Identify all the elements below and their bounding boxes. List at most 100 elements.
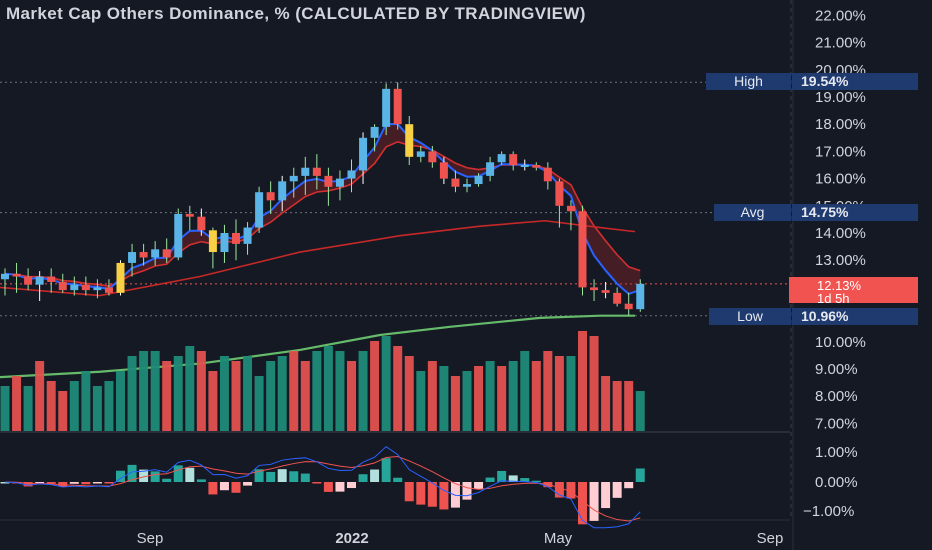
macd-histogram-bar (162, 478, 172, 482)
volume-bar (185, 346, 195, 431)
candle-body (566, 205, 575, 212)
volume-bar (474, 366, 484, 431)
volume-bar (497, 366, 507, 431)
volume-bar (23, 386, 33, 431)
low-flag-value: 10.96% (792, 308, 918, 325)
candle-body (139, 252, 148, 258)
volume-bar (243, 356, 253, 431)
candle-body (463, 184, 471, 187)
macd-histogram-bar (624, 482, 634, 489)
time-axis-label: Sep (757, 530, 784, 547)
candle-body (47, 276, 56, 282)
macd-histogram-bar (462, 482, 472, 500)
price-tick-label: 16.00% (815, 171, 866, 188)
price-tick-label: 22.00% (815, 7, 866, 24)
price-tick-label: 8.00% (815, 388, 858, 405)
volume-bar (624, 381, 634, 431)
volume-bar (404, 356, 414, 431)
candle-body (451, 178, 460, 187)
candle-body (601, 290, 610, 293)
candle-body (151, 249, 160, 258)
price-tick-label: 18.00% (815, 116, 866, 133)
volume-bar (127, 356, 137, 431)
volume-bar (589, 336, 599, 431)
candle-body (636, 283, 645, 310)
macd-histogram-bar (92, 482, 102, 484)
volume-bar (393, 346, 403, 431)
volume-bar (219, 356, 229, 431)
volume-bar (35, 361, 45, 431)
volume-bar (139, 351, 149, 431)
candle-body (416, 151, 425, 157)
macd-histogram-bar (485, 477, 495, 482)
volume-bar (46, 381, 56, 431)
candle-body (243, 227, 252, 244)
macd-histogram-bar (427, 482, 437, 507)
volume-bar (335, 351, 345, 431)
candle-body (232, 233, 240, 244)
volume-bar (439, 366, 449, 431)
macd-histogram-bar (635, 468, 645, 482)
candle-body (624, 303, 633, 310)
indicator-tick-label: 1.00% (815, 444, 858, 461)
high-flag-value: 19.54% (792, 73, 918, 90)
price-tick-label: 10.00% (815, 334, 866, 351)
candle-body (93, 287, 102, 291)
candle-body (278, 181, 287, 201)
candle-body (70, 284, 79, 291)
macd-histogram-bar (173, 465, 183, 482)
macd-histogram-bar (404, 482, 414, 502)
macd-histogram-bar (566, 482, 576, 499)
bar-countdown: 1d 5h (817, 291, 850, 306)
volume-bar (520, 351, 530, 431)
candle-body (439, 162, 448, 179)
candle-body (81, 284, 90, 291)
price-tick-label: 14.00% (815, 225, 866, 242)
macd-histogram-bar (497, 470, 507, 482)
volume-bar (370, 341, 380, 431)
volume-bar (0, 386, 10, 431)
candle-body (58, 281, 67, 291)
candle-body (555, 181, 564, 206)
macd-histogram-bar (416, 482, 426, 505)
volume-bar (12, 376, 22, 431)
macd-histogram-bar (370, 469, 380, 482)
candle-body (532, 165, 541, 168)
macd-histogram-bar (300, 473, 310, 482)
macd-histogram-bar (312, 482, 322, 484)
high-flag-label: High (706, 73, 791, 90)
volume-bar (554, 356, 564, 431)
volume-bar (566, 356, 576, 431)
volume-bar (231, 361, 241, 431)
macd-histogram-bar (231, 482, 241, 493)
macd-histogram-bar (393, 477, 403, 482)
indicator-tick-label: 0.00% (815, 474, 858, 491)
volume-bar (208, 371, 218, 431)
volume-bar (92, 386, 102, 431)
volume-bar (81, 371, 91, 431)
candle-body (486, 162, 495, 176)
candle-body (428, 151, 437, 163)
volume-bar (450, 376, 460, 431)
time-axis-label: 2022 (335, 530, 368, 547)
macd-histogram-bar (347, 482, 356, 489)
candle-body (266, 192, 275, 201)
macd-histogram-bar (335, 482, 345, 492)
candle-body (162, 249, 171, 258)
macd-histogram-bar (439, 482, 449, 510)
price-tick-label: 13.00% (815, 252, 866, 269)
volume-bar (381, 336, 391, 431)
candle-body (35, 276, 44, 285)
volume-bar (578, 331, 587, 431)
macd-histogram-bar (0, 482, 10, 484)
macd-histogram-bar (254, 469, 264, 482)
volume-bar (531, 361, 541, 431)
price-tick-label: 7.00% (815, 415, 858, 432)
candle-body (220, 233, 229, 253)
candle-body (509, 154, 518, 165)
volume-bar (358, 351, 368, 431)
macd-histogram-bar (554, 482, 564, 498)
volume-bar (266, 361, 276, 431)
